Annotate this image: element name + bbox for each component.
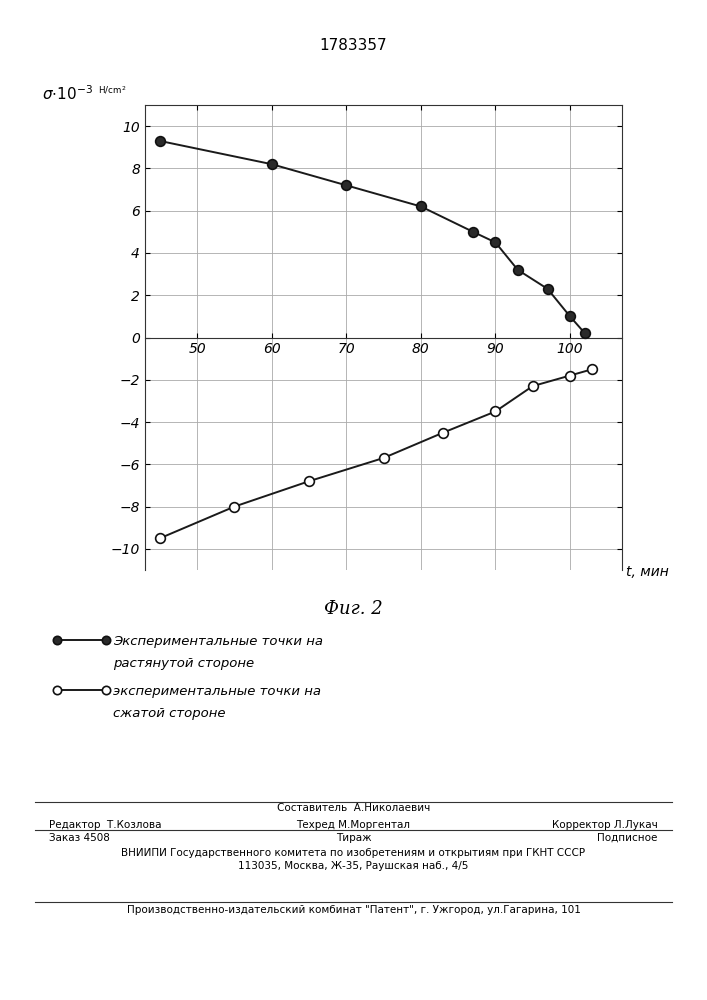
Text: Техред М.Моргентал: Техред М.Моргентал <box>296 820 411 830</box>
Text: Подписное: Подписное <box>597 833 658 843</box>
Text: Экспериментальные точки на: Экспериментальные точки на <box>113 635 323 648</box>
Text: 1783357: 1783357 <box>320 38 387 53</box>
Text: ВНИИПИ Государственного комитета по изобретениям и открытиям при ГКНТ СССР: ВНИИПИ Государственного комитета по изоб… <box>122 848 585 858</box>
Text: 113035, Москва, Ж-35, Раушская наб., 4/5: 113035, Москва, Ж-35, Раушская наб., 4/5 <box>238 861 469 871</box>
Text: $\sigma{\cdot}10^{-3}$: $\sigma{\cdot}10^{-3}$ <box>42 84 93 103</box>
Text: сжатой стороне: сжатой стороне <box>113 707 226 720</box>
Text: Редактор  Т.Козлова: Редактор Т.Козлова <box>49 820 162 830</box>
Text: Тираж: Тираж <box>336 833 371 843</box>
Text: растянутой стороне: растянутой стороне <box>113 657 255 670</box>
Text: Фиг. 2: Фиг. 2 <box>324 600 383 618</box>
Text: Корректор Л.Лукач: Корректор Л.Лукач <box>551 820 658 830</box>
Text: Заказ 4508: Заказ 4508 <box>49 833 110 843</box>
Text: Составитель  А.Николаевич: Составитель А.Николаевич <box>277 803 430 813</box>
Text: экспериментальные точки на: экспериментальные точки на <box>113 685 321 698</box>
Text: $^{\mathsf{H/cm}^2}$: $^{\mathsf{H/cm}^2}$ <box>98 87 126 100</box>
Text: t, мин: t, мин <box>626 565 669 579</box>
Text: Производственно-издательский комбинат "Патент", г. Ужгород, ул.Гагарина, 101: Производственно-издательский комбинат "П… <box>127 905 580 915</box>
